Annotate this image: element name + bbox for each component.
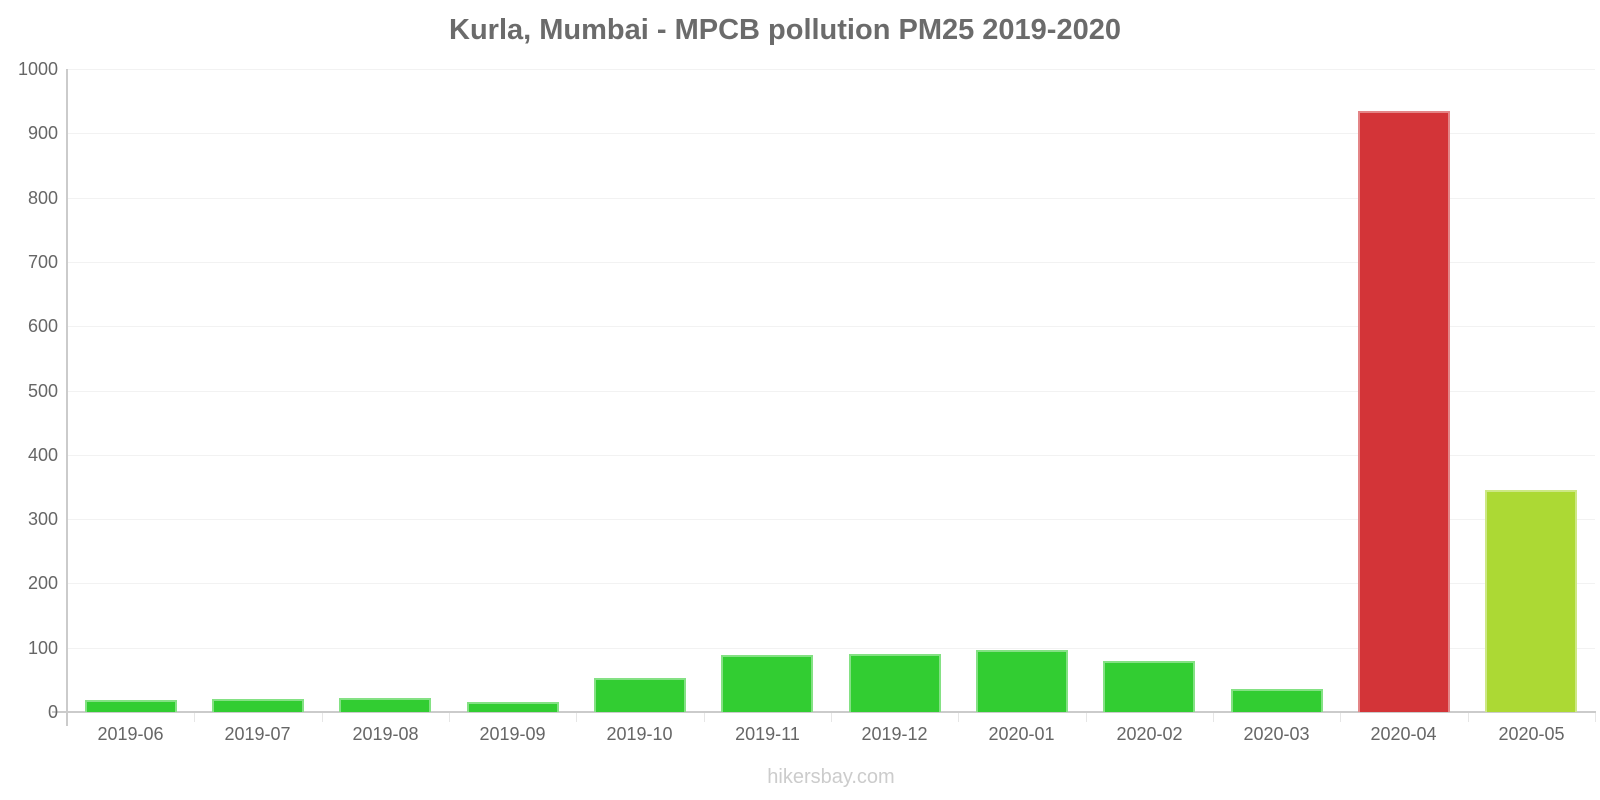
x-axis-label-2019-12: 2019-12 <box>861 724 928 744</box>
y-axis-label-0: 0 <box>47 702 58 722</box>
x-axis-label-2020-03: 2020-03 <box>1243 724 1310 744</box>
bar-2019-08[interactable] <box>339 698 431 712</box>
gridline-600 <box>67 326 1595 327</box>
x-axis-tick <box>194 713 195 722</box>
gridline-400 <box>67 455 1595 456</box>
bar-2019-06[interactable] <box>85 700 177 712</box>
x-axis-tick <box>322 713 323 722</box>
y-axis-label-600: 600 <box>27 316 58 336</box>
x-axis-label-2020-05: 2020-05 <box>1498 724 1565 744</box>
y-axis-label-400: 400 <box>27 445 58 465</box>
y-axis-label-200: 200 <box>27 573 58 593</box>
bar-2020-03[interactable] <box>1231 689 1323 712</box>
x-axis-tick <box>1468 713 1469 722</box>
y-axis-label-700: 700 <box>27 252 58 272</box>
footer-watermark: hikersbay.com <box>767 766 895 788</box>
x-axis-tick <box>831 713 832 722</box>
y-axis-label-300: 300 <box>27 509 58 529</box>
x-axis-label-2020-02: 2020-02 <box>1116 724 1183 744</box>
gridline-700 <box>67 262 1595 263</box>
x-axis-label-2020-04: 2020-04 <box>1370 724 1437 744</box>
y-axis-label-1000: 1000 <box>17 59 58 79</box>
x-axis-label-2019-07: 2019-07 <box>224 724 291 744</box>
x-axis-line <box>52 711 1596 713</box>
x-axis-tick <box>1213 713 1214 722</box>
gridline-100 <box>67 648 1595 649</box>
x-axis-label-2019-10: 2019-10 <box>606 724 673 744</box>
y-axis-line <box>66 69 68 726</box>
x-axis-label-2019-11: 2019-11 <box>735 724 800 744</box>
y-axis-label-500: 500 <box>27 381 58 401</box>
gridline-200 <box>67 583 1595 584</box>
bar-2020-04[interactable] <box>1358 111 1450 712</box>
bar-2020-05[interactable] <box>1485 490 1577 712</box>
x-axis-label-2019-08: 2019-08 <box>352 724 419 744</box>
x-axis-label-2020-01: 2020-01 <box>988 724 1055 744</box>
x-axis-label-2019-06: 2019-06 <box>97 724 164 744</box>
y-axis-label-800: 800 <box>27 188 58 208</box>
gridline-800 <box>67 198 1595 199</box>
gridline-500 <box>67 391 1595 392</box>
x-axis-tick <box>704 713 705 722</box>
y-axis-label-100: 100 <box>27 638 58 658</box>
x-axis-tick <box>576 713 577 722</box>
bar-2020-02[interactable] <box>1103 661 1195 712</box>
x-axis-tick <box>1595 713 1596 722</box>
gridline-900 <box>67 133 1595 134</box>
x-axis-tick <box>958 713 959 722</box>
bar-2019-07[interactable] <box>212 699 304 712</box>
bar-2019-09[interactable] <box>467 702 559 712</box>
bar-2020-01[interactable] <box>976 650 1068 712</box>
gridline-300 <box>67 519 1595 520</box>
bar-2019-11[interactable] <box>721 655 813 712</box>
gridline-1000 <box>67 69 1595 70</box>
bar-2019-10[interactable] <box>594 678 686 712</box>
bar-2019-12[interactable] <box>849 654 941 712</box>
x-axis-tick <box>449 713 450 722</box>
x-axis-label-2019-09: 2019-09 <box>479 724 546 744</box>
chart-title: Kurla, Mumbai - MPCB pollution PM25 2019… <box>449 14 1121 46</box>
y-axis-label-900: 900 <box>27 123 58 143</box>
x-axis-tick <box>1340 713 1341 722</box>
x-axis-tick <box>1086 713 1087 722</box>
